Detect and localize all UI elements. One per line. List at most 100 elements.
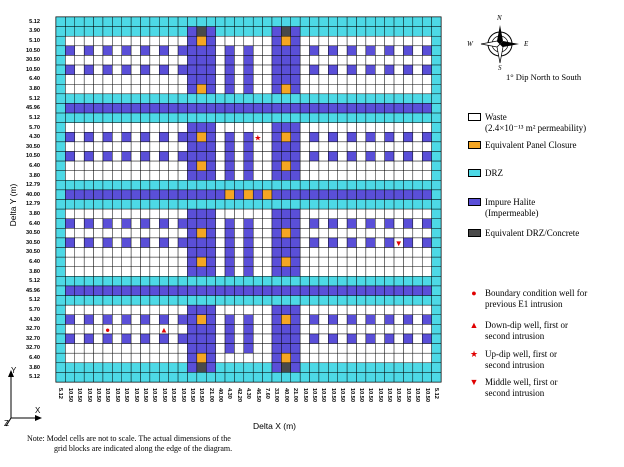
grid-cell bbox=[356, 74, 367, 85]
grid-cell bbox=[412, 285, 423, 296]
grid-cell bbox=[328, 343, 338, 354]
grid-cell bbox=[421, 189, 432, 200]
grid-cell bbox=[328, 132, 338, 143]
grid-cell bbox=[102, 295, 113, 306]
grid-cell bbox=[431, 26, 442, 37]
grid-cell bbox=[318, 295, 329, 306]
grid-cell bbox=[262, 64, 273, 75]
grid-cell bbox=[93, 16, 104, 27]
grid-cell bbox=[337, 112, 348, 123]
grid-cell bbox=[112, 180, 122, 191]
grid-cell bbox=[140, 343, 151, 354]
grid-cell bbox=[318, 112, 329, 123]
grid-cell bbox=[140, 16, 151, 27]
compass-rose: N S W E bbox=[467, 14, 528, 72]
grid-cell bbox=[375, 324, 385, 335]
grid-cell bbox=[55, 218, 66, 229]
grid-cell bbox=[431, 266, 442, 277]
grid-cell bbox=[55, 247, 66, 258]
grid-cell bbox=[177, 122, 188, 133]
grid-cell bbox=[281, 352, 291, 364]
grid-cell bbox=[271, 16, 282, 27]
note: Note: Model cells are not to scale. The … bbox=[27, 434, 232, 454]
grid-cell bbox=[196, 256, 207, 267]
grid-cell bbox=[412, 180, 423, 191]
grid-cell bbox=[112, 295, 122, 306]
legend-swatch bbox=[468, 229, 481, 237]
grid-cell bbox=[65, 180, 76, 191]
grid-cell bbox=[421, 26, 432, 37]
grid-cell bbox=[384, 285, 395, 296]
grid-cell bbox=[65, 199, 76, 210]
grid-cell bbox=[375, 199, 385, 210]
grid-cell bbox=[243, 256, 254, 267]
grid-cell bbox=[309, 199, 320, 210]
grid-cell bbox=[337, 228, 348, 239]
grid-cell bbox=[375, 266, 385, 277]
grid-cell bbox=[337, 372, 348, 383]
grid-cell bbox=[243, 112, 254, 123]
grid-cell bbox=[196, 180, 207, 191]
grid-cell bbox=[356, 16, 367, 27]
grid-cell bbox=[224, 218, 235, 229]
grid-cell bbox=[299, 170, 310, 181]
grid-cell bbox=[196, 55, 207, 66]
grid-cell bbox=[168, 132, 179, 143]
grid-cell bbox=[262, 93, 273, 104]
grid-cell bbox=[328, 84, 338, 95]
grid-cell bbox=[421, 170, 432, 181]
grid-cell bbox=[421, 199, 432, 210]
grid-cell bbox=[328, 362, 338, 373]
grid-cell bbox=[384, 141, 395, 152]
grid-cell bbox=[159, 304, 169, 315]
grid-cell bbox=[140, 64, 151, 75]
grid-cell bbox=[130, 199, 141, 210]
grid-cell bbox=[299, 122, 310, 133]
grid-cell bbox=[412, 45, 423, 56]
grid-cell bbox=[102, 343, 113, 354]
grid-cell bbox=[102, 160, 113, 171]
grid-cell bbox=[196, 304, 207, 315]
grid-cell bbox=[290, 180, 301, 191]
x-dimension-label: 10.50 bbox=[113, 388, 120, 402]
grid-cell bbox=[159, 35, 169, 47]
grid-cell bbox=[121, 285, 132, 296]
grid-cell bbox=[55, 74, 66, 85]
origin-axes: Y X Z bbox=[4, 366, 44, 430]
grid-cell bbox=[252, 64, 263, 75]
grid-cell bbox=[234, 55, 245, 66]
grid-cell bbox=[224, 55, 235, 66]
grid-cell bbox=[121, 372, 132, 383]
grid-cell bbox=[177, 141, 188, 152]
grid-cell bbox=[431, 170, 442, 181]
grid-cell bbox=[215, 35, 226, 47]
grid-cell bbox=[149, 26, 160, 37]
grid-cell bbox=[262, 26, 273, 37]
grid-cell bbox=[281, 343, 291, 354]
grid-cell bbox=[431, 228, 442, 239]
grid-cell bbox=[384, 343, 395, 354]
grid-cell bbox=[83, 247, 94, 258]
grid-cell bbox=[421, 141, 432, 152]
x-dimension-label: 10.50 bbox=[348, 388, 355, 402]
grid-cell bbox=[318, 247, 329, 258]
grid-cell bbox=[55, 26, 66, 37]
grid-cell bbox=[252, 324, 263, 335]
grid-cell bbox=[130, 132, 141, 143]
grid-cell bbox=[140, 151, 151, 162]
x-dimension-label: 10.50 bbox=[404, 388, 411, 402]
grid-cell bbox=[309, 324, 320, 335]
y-dimension-label: 6.40 bbox=[29, 355, 40, 361]
grid-cell bbox=[346, 26, 357, 37]
grid-cell bbox=[234, 285, 245, 296]
grid-cell bbox=[149, 151, 160, 162]
y-dimension-label: 6.40 bbox=[29, 220, 40, 227]
grid-cell bbox=[299, 26, 310, 37]
grid-cell bbox=[102, 64, 113, 75]
grid-cell bbox=[393, 160, 404, 171]
grid-cell bbox=[271, 132, 282, 143]
grid-cell bbox=[121, 314, 132, 325]
grid-cell bbox=[55, 45, 66, 56]
grid-cell bbox=[102, 285, 113, 296]
grid-cell bbox=[130, 112, 141, 123]
